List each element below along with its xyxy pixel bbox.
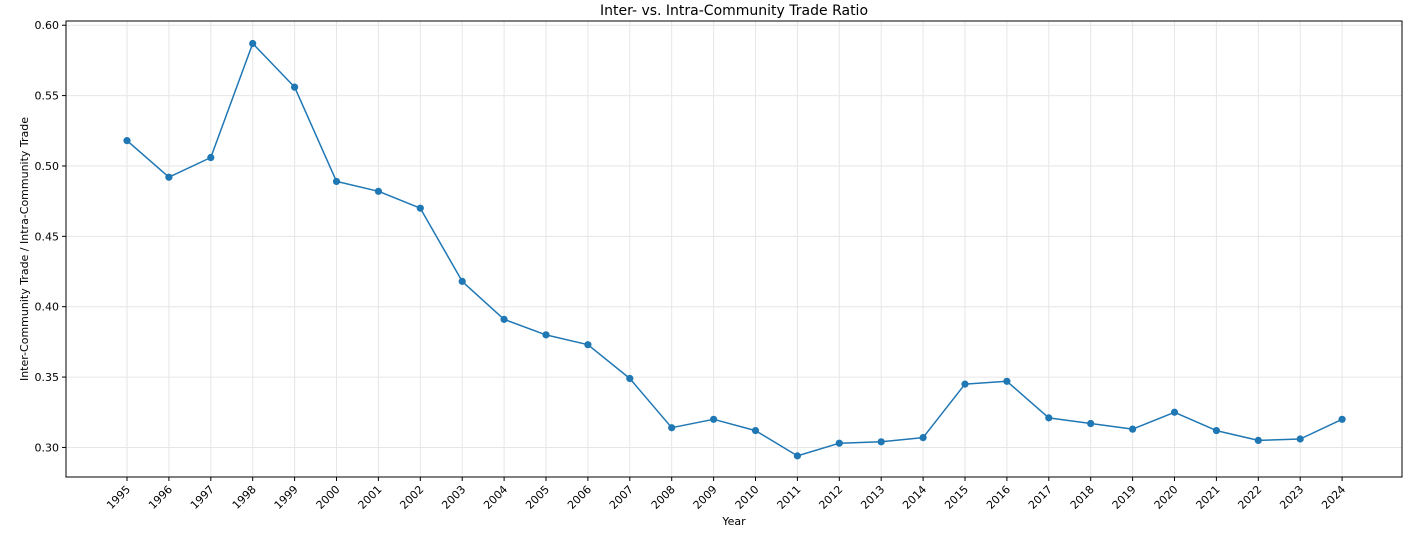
x-axis-label: Year [721,515,746,528]
x-tick-label: 2001 [356,483,385,512]
data-point [374,187,382,195]
data-point [1338,415,1346,423]
y-axis-label: Inter-Community Trade / Intra-Community … [18,117,31,381]
y-tick-label: 0.45 [35,230,60,243]
x-tick-label: 2005 [523,483,552,512]
x-tick-label: 2015 [942,483,971,512]
data-point [1254,436,1262,445]
x-tick-label: 2021 [1194,483,1223,512]
data-point [542,331,550,339]
x-tick-label: 2019 [1110,483,1139,512]
data-point [291,83,299,91]
data-point [919,433,927,442]
y-tick-label: 0.40 [35,301,60,314]
x-tick-label: 2018 [1068,483,1097,512]
x-tick-label: 2000 [314,483,343,512]
data-point [877,438,885,446]
data-point [1003,377,1011,385]
series-layer [123,39,1346,460]
x-tick-label: 2017 [1026,483,1055,512]
data-point [793,452,802,460]
x-tick-label: 2024 [1319,483,1348,512]
x-tick-label: 1999 [272,483,301,512]
x-tick-label: 1998 [230,483,259,512]
x-tick-label: 2007 [607,483,636,512]
data-point [1087,419,1095,428]
x-tick-label: 2003 [439,483,468,512]
data-point [249,39,257,48]
data-point [835,439,843,447]
data-point [751,426,760,435]
x-tick-label: 2011 [775,483,804,512]
data-point [165,173,173,181]
x-tick-label: 1995 [104,483,133,512]
x-tick-label: 1997 [188,483,217,512]
y-axis: 0.30 0.35 0.40 0.45 0.50 0.55 0.60 [35,19,66,454]
x-tick-label: 2008 [649,483,678,512]
data-point [1296,435,1304,443]
data-point [1045,414,1053,422]
y-tick-label: 0.30 [35,441,60,454]
x-tick-label: 2012 [816,483,845,512]
x-tick-label: 2006 [565,483,594,512]
y-tick-label: 0.55 [35,90,60,103]
data-point [123,137,131,145]
data-point [458,277,466,285]
y-tick-label: 0.50 [35,160,60,173]
y-tick-label: 0.60 [35,19,60,32]
x-tick-label: 2023 [1277,483,1306,512]
x-tick-label: 2013 [858,483,887,512]
data-point [1170,408,1179,416]
x-tick-label: 2022 [1235,483,1264,512]
y-tick-label: 0.35 [35,371,60,384]
data-point [710,415,718,423]
x-tick-label: 2004 [481,483,510,512]
x-tick-label: 2014 [900,483,929,512]
x-tick-label: 2010 [733,483,762,512]
data-point [1212,426,1220,435]
data-point [416,204,424,212]
data-point [500,315,508,323]
data-point [961,380,969,388]
grid [66,21,1402,477]
series-line [126,42,1343,457]
data-point [668,424,676,432]
x-tick-label: 2020 [1152,483,1181,512]
data-point [584,341,592,349]
data-point [332,177,341,186]
x-tick-label: 2009 [691,483,720,512]
chart-title: Inter- vs. Intra-Community Trade Ratio [600,3,868,19]
x-tick-label: 1996 [146,483,175,512]
x-tick-label: 2002 [397,483,426,512]
x-axis: 1995 1996 1997 1998 1999 2000 2001 2002 2003 2004… [104,477,1348,512]
data-point [626,374,634,383]
x-tick-label: 2016 [984,483,1013,512]
data-point [207,153,215,162]
plot-area [65,20,1403,478]
data-point [1129,425,1137,433]
